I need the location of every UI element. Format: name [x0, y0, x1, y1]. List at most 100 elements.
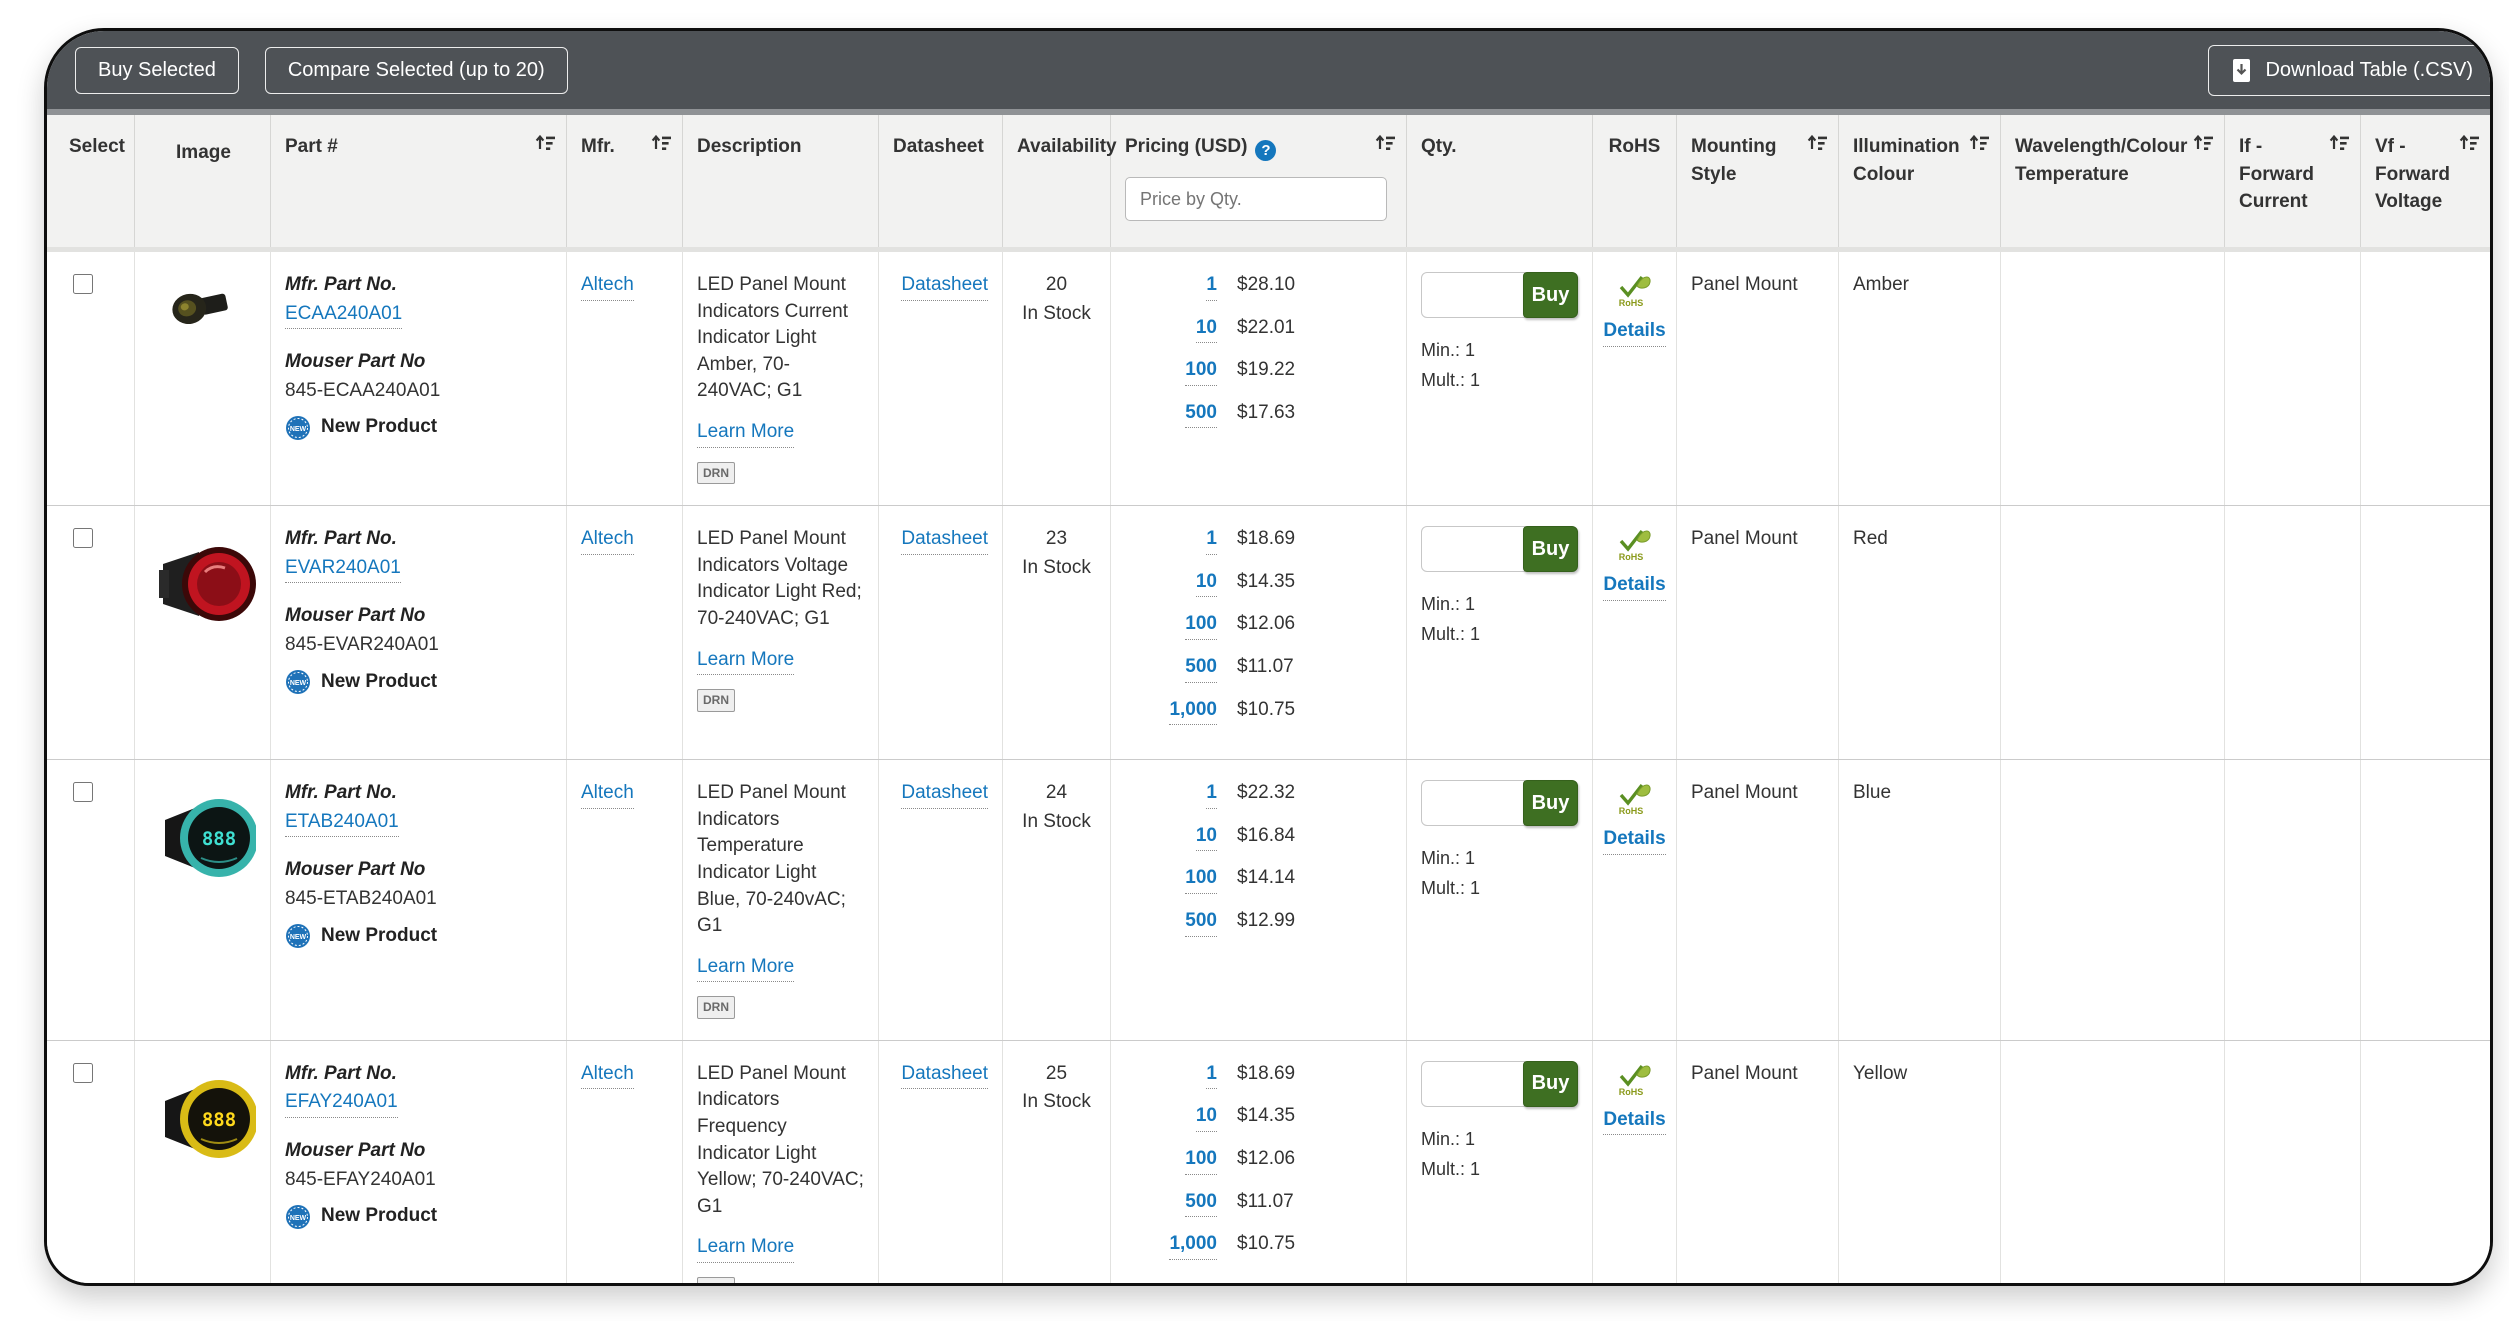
- new-product-label: New Product: [321, 670, 438, 692]
- download-file-icon: [2233, 58, 2251, 82]
- price-break-qty[interactable]: 1: [1206, 526, 1217, 555]
- wavelength-value: [2001, 1040, 2225, 1283]
- mouser-part-number: 845-ECAA240A01: [285, 379, 441, 401]
- pricing-cell: 1 $22.32 10 $16.84 100 $14.14 500 $12.99: [1111, 760, 1407, 1040]
- buy-button[interactable]: Buy: [1523, 1060, 1578, 1107]
- price-break-price: $19.22: [1237, 359, 1296, 381]
- in-stock-label: In Stock: [1022, 1091, 1091, 1113]
- price-break-qty[interactable]: 100: [1185, 611, 1217, 640]
- pricing-cell: 1 $18.69 10 $14.35 100 $12.06 500 $11.07 1,0…: [1111, 506, 1407, 760]
- product-image[interactable]: [163, 276, 243, 336]
- learn-more-link[interactable]: Learn More: [697, 647, 795, 676]
- if-current-value: [2225, 1040, 2361, 1283]
- col-header-if-label: If - Forward Current: [2239, 136, 2314, 213]
- price-break-qty[interactable]: 1: [1206, 780, 1217, 809]
- sort-icon[interactable]: [1806, 133, 1828, 153]
- price-break-qty[interactable]: 100: [1185, 357, 1217, 386]
- rohs-compliant-icon: RoHS: [1618, 529, 1652, 562]
- price-break-qty[interactable]: 500: [1185, 400, 1217, 429]
- datasheet-link[interactable]: Datasheet: [901, 780, 988, 809]
- price-break-qty[interactable]: 1,000: [1169, 1231, 1217, 1260]
- col-header-mounting: Mounting Style: [1677, 115, 1839, 247]
- rohs-details-link[interactable]: Details: [1603, 826, 1666, 855]
- rohs-compliant-icon: RoHS: [1618, 783, 1652, 816]
- compare-selected-button[interactable]: Compare Selected (up to 20): [264, 46, 568, 94]
- mfr-part-link[interactable]: EFAY240A01: [285, 1089, 398, 1119]
- sort-icon[interactable]: [650, 133, 672, 153]
- manufacturer-link[interactable]: Altech: [581, 780, 634, 809]
- quantity-input[interactable]: [1421, 1060, 1525, 1107]
- manufacturer-link[interactable]: Altech: [581, 526, 634, 555]
- sort-icon[interactable]: [1968, 133, 1990, 153]
- row-select-checkbox[interactable]: [73, 274, 93, 294]
- learn-more-link[interactable]: Learn More: [697, 419, 795, 448]
- col-header-vf-label: Vf - Forward Voltage: [2375, 136, 2450, 213]
- mounting-style-value: Panel Mount: [1677, 252, 1839, 506]
- col-header-pricing-label: Pricing (USD): [1125, 136, 1248, 157]
- rohs-details-link[interactable]: Details: [1603, 1107, 1666, 1136]
- product-image[interactable]: 888: [149, 784, 256, 889]
- rohs-details-link[interactable]: Details: [1603, 318, 1666, 347]
- mfr-part-link[interactable]: ETAB240A01: [285, 809, 399, 838]
- manufacturer-link[interactable]: Altech: [581, 1061, 634, 1090]
- product-image[interactable]: 888: [149, 1065, 256, 1170]
- col-header-pricing: Pricing (USD)?: [1111, 115, 1407, 247]
- min-qty: Min.: 1: [1421, 1128, 1476, 1149]
- learn-more-link[interactable]: Learn More: [697, 954, 795, 983]
- price-break-qty[interactable]: 10: [1195, 1103, 1217, 1133]
- mfr-part-link[interactable]: EVAR240A01: [285, 555, 401, 584]
- buy-button[interactable]: Buy: [1523, 272, 1578, 318]
- if-current-value: [2225, 760, 2361, 1040]
- price-break-qty[interactable]: 10: [1195, 823, 1217, 852]
- sort-icon[interactable]: [534, 133, 556, 153]
- svg-text:NEW: NEW: [290, 426, 307, 433]
- price-break-qty[interactable]: 10: [1195, 569, 1217, 598]
- sort-icon[interactable]: [1374, 133, 1396, 153]
- rohs-compliant-icon: RoHS: [1618, 275, 1652, 308]
- row-select-checkbox[interactable]: [73, 1062, 93, 1083]
- price-break-qty[interactable]: 100: [1185, 865, 1217, 894]
- price-break-price: $22.32: [1237, 782, 1296, 804]
- price-break-qty[interactable]: 500: [1185, 654, 1217, 683]
- col-header-wavelength-label: Wavelength/Colour Temperature: [2015, 136, 2188, 185]
- mouser-part-label: Mouser Part No: [285, 351, 426, 373]
- buy-button[interactable]: Buy: [1523, 526, 1578, 573]
- table-row: Mfr. Part No. ECAA240A01 Mouser Part No …: [47, 252, 2490, 507]
- price-break-price: $11.07: [1237, 655, 1294, 677]
- mfr-part-link[interactable]: ECAA240A01: [285, 301, 403, 330]
- sort-icon[interactable]: [2458, 133, 2480, 153]
- min-qty: Min.: 1: [1421, 594, 1476, 615]
- mouser-part-number: 845-EFAY240A01: [285, 1168, 436, 1190]
- datasheet-link[interactable]: Datasheet: [901, 526, 988, 555]
- sort-icon[interactable]: [2192, 133, 2214, 153]
- manufacturer-link[interactable]: Altech: [581, 272, 634, 301]
- illumination-colour-value: Amber: [1839, 252, 2001, 506]
- pricing-help-icon[interactable]: ?: [1255, 140, 1277, 162]
- quantity-input[interactable]: [1421, 780, 1525, 827]
- price-break-qty[interactable]: 1: [1206, 1061, 1217, 1090]
- buy-button[interactable]: Buy: [1523, 780, 1578, 827]
- price-break-price: $22.01: [1237, 316, 1296, 338]
- price-break-qty[interactable]: 1,000: [1169, 697, 1217, 726]
- price-break-qty[interactable]: 500: [1185, 908, 1217, 937]
- price-by-qty-input[interactable]: [1125, 177, 1387, 222]
- product-image[interactable]: [149, 530, 256, 635]
- rohs-details-link[interactable]: Details: [1603, 572, 1666, 601]
- quantity-input[interactable]: [1421, 272, 1525, 318]
- row-select-checkbox[interactable]: [73, 782, 93, 803]
- price-break-qty[interactable]: 100: [1185, 1146, 1217, 1175]
- stock-count: 23: [1045, 528, 1068, 550]
- datasheet-link[interactable]: Datasheet: [901, 1061, 988, 1090]
- sort-icon[interactable]: [2328, 133, 2350, 153]
- download-table-button[interactable]: Download Table (.CSV): [2208, 44, 2490, 96]
- row-select-checkbox[interactable]: [73, 528, 93, 549]
- buy-selected-button[interactable]: Buy Selected: [75, 46, 239, 94]
- vf-voltage-value: [2361, 252, 2490, 505]
- quantity-input[interactable]: [1421, 526, 1525, 573]
- price-break-qty[interactable]: 1: [1206, 272, 1217, 301]
- learn-more-link[interactable]: Learn More: [697, 1234, 795, 1264]
- price-break-qty[interactable]: 10: [1195, 315, 1217, 344]
- price-break-qty[interactable]: 500: [1185, 1189, 1217, 1218]
- price-break-price: $17.63: [1237, 401, 1296, 423]
- datasheet-link[interactable]: Datasheet: [901, 272, 988, 301]
